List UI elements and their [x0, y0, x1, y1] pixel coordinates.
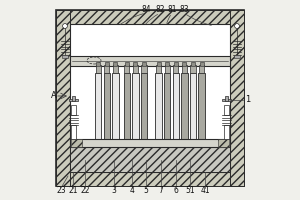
Bar [190, 73, 196, 139]
Bar [132, 73, 139, 139]
Bar [181, 73, 188, 139]
Bar [134, 62, 137, 66]
Bar [173, 65, 178, 73]
Bar [198, 73, 205, 139]
Bar [199, 65, 204, 73]
Bar [142, 62, 146, 66]
Text: 4: 4 [130, 186, 134, 195]
Bar [56, 10, 244, 24]
Bar [105, 62, 109, 66]
Bar [71, 125, 76, 139]
Bar [174, 62, 178, 66]
Bar [141, 65, 147, 73]
Bar [225, 96, 228, 101]
Bar [165, 65, 170, 73]
Bar [62, 55, 68, 58]
Bar [230, 10, 244, 186]
Text: 83: 83 [179, 5, 189, 14]
Bar [182, 62, 186, 66]
Bar [112, 73, 119, 139]
Bar [125, 62, 129, 66]
Bar [104, 65, 110, 73]
Bar [72, 96, 75, 101]
Bar [69, 99, 78, 101]
Bar [96, 62, 100, 66]
Bar [95, 73, 101, 139]
Bar [164, 73, 170, 139]
Bar [70, 139, 230, 147]
Bar [218, 139, 229, 147]
Bar [224, 105, 229, 115]
Text: 5: 5 [144, 186, 148, 195]
Text: 81: 81 [167, 5, 177, 14]
Bar [141, 73, 147, 139]
Bar [71, 105, 76, 115]
Text: 21: 21 [68, 186, 78, 195]
Bar [165, 62, 169, 66]
Bar [172, 73, 179, 139]
Circle shape [235, 24, 239, 28]
Bar [222, 99, 231, 101]
Text: 1: 1 [245, 96, 250, 104]
Bar [113, 65, 118, 73]
Bar [124, 73, 130, 139]
Text: 3: 3 [112, 186, 116, 195]
Text: A: A [51, 92, 57, 100]
Bar [70, 24, 230, 172]
Bar [71, 139, 82, 147]
Bar [70, 147, 230, 172]
Bar [96, 65, 101, 73]
Text: 82: 82 [155, 5, 165, 14]
Bar [200, 62, 204, 66]
Text: 23: 23 [56, 186, 66, 195]
Text: 84: 84 [141, 5, 151, 14]
Bar [234, 55, 240, 58]
Bar [133, 65, 138, 73]
Bar [124, 65, 129, 73]
Text: 7: 7 [159, 186, 164, 195]
Bar [56, 10, 244, 186]
Text: 41: 41 [200, 186, 210, 195]
Bar [155, 73, 162, 139]
Bar [224, 125, 229, 139]
Bar [56, 10, 70, 186]
Bar [113, 62, 117, 66]
Bar [191, 62, 195, 66]
Text: 22: 22 [80, 186, 90, 195]
Bar [190, 65, 196, 73]
Bar [70, 56, 230, 66]
Text: 51: 51 [185, 186, 195, 195]
Bar [103, 73, 110, 139]
Bar [156, 65, 161, 73]
Bar [56, 172, 244, 186]
Text: 6: 6 [174, 186, 178, 195]
Circle shape [63, 24, 68, 28]
Bar [157, 62, 160, 66]
Bar [182, 65, 187, 73]
